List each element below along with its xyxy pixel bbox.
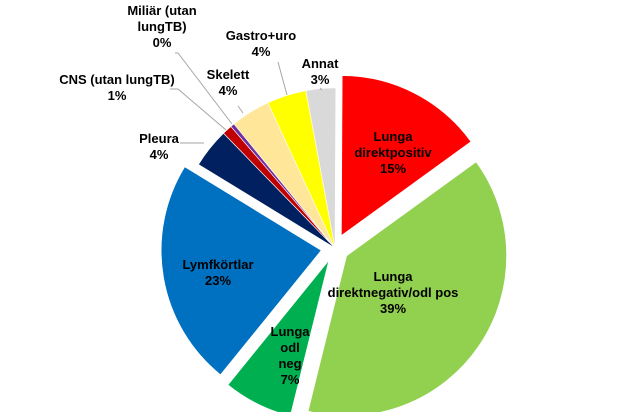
slice-label-6: CNS (utan lungTB) 1%	[59, 72, 175, 103]
slice-percent-1: 15%	[380, 161, 406, 176]
pie-slice-2	[307, 161, 507, 412]
leader-line-6	[170, 88, 227, 131]
slice-label-7: Miliär (utan lungTB) 0%	[127, 3, 196, 50]
slice-label-10: Annat 3%	[302, 56, 340, 87]
slice-percent-8: 4%	[219, 83, 238, 98]
leader-line-9	[277, 61, 288, 96]
slice-label-4: Lymfkörtlar 23%	[182, 257, 253, 288]
pie-slice-4	[160, 166, 322, 376]
slice-label-9: Gastro+uro 4%	[226, 28, 296, 59]
slice-percent-6: 1%	[108, 88, 127, 103]
slice-label-5: Pleura 4%	[139, 131, 180, 162]
pie-slice-3	[227, 260, 330, 412]
slice-label-3: Lunga odl neg 7%	[271, 324, 311, 387]
leader-line-7	[175, 52, 233, 125]
slice-percent-4: 23%	[205, 273, 231, 288]
slice-percent-10: 3%	[311, 72, 330, 87]
pie-slice-1	[341, 75, 472, 237]
slice-percent-9: 4%	[252, 44, 271, 59]
slice-label-8: Skelett 4%	[207, 67, 250, 98]
slice-percent-7: 0%	[153, 35, 172, 50]
leader-line-10	[319, 87, 323, 91]
slice-percent-2: 39%	[380, 301, 406, 316]
leader-line-8	[237, 105, 244, 114]
slice-percent-3: 7%	[281, 372, 300, 387]
slice-label-2: Lunga direktnegativ/odl pos 39%	[328, 269, 459, 316]
slice-percent-5: 4%	[150, 147, 169, 162]
slice-label-1: Lunga direktpositiv 15%	[354, 129, 432, 176]
